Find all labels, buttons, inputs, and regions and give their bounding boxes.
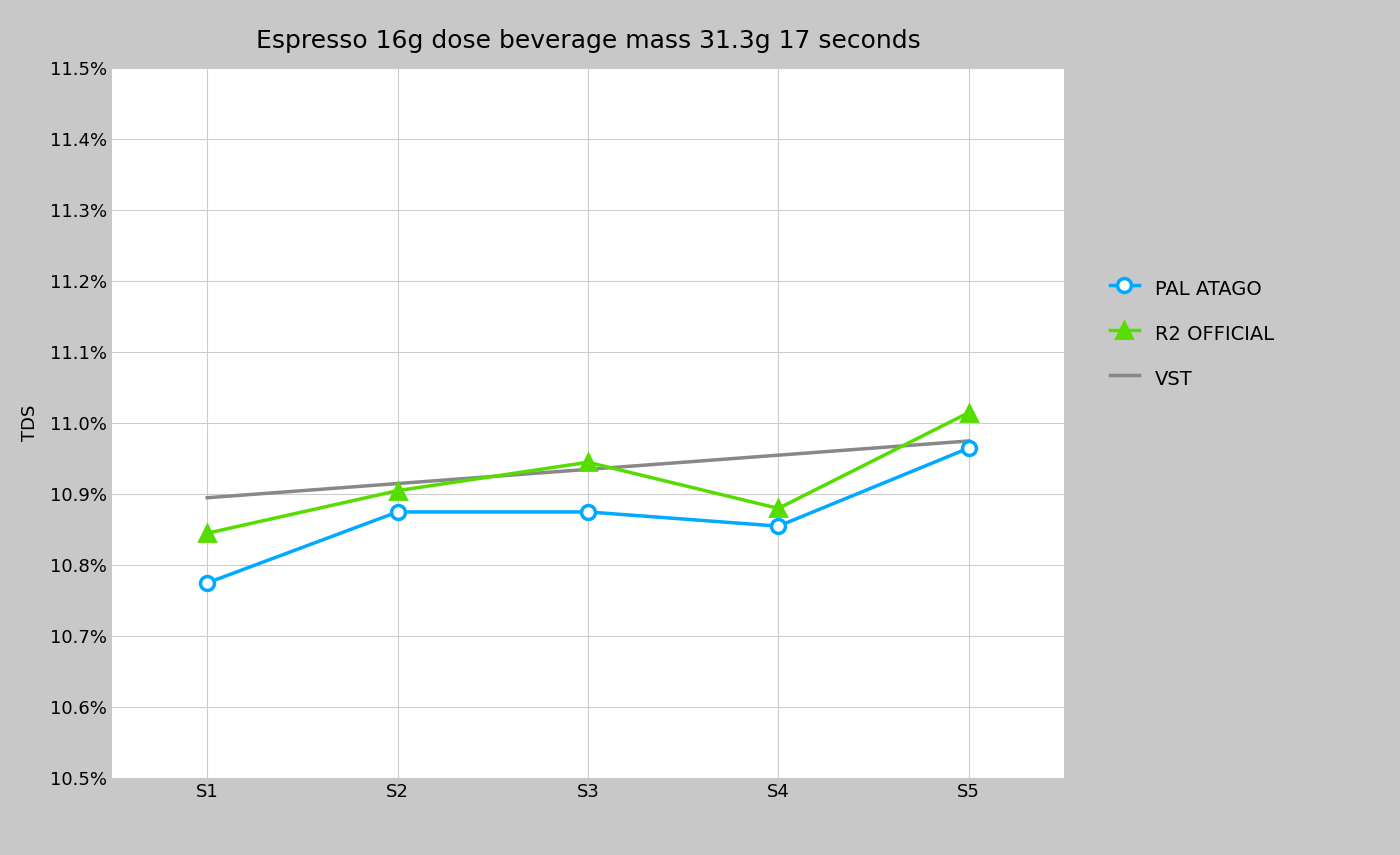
R2 OFFICIAL (199, 528, 216, 539)
Line: R2 OFFICIAL: R2 OFFICIAL (199, 404, 977, 541)
VST (389, 479, 406, 489)
R2 OFFICIAL (770, 504, 787, 514)
Legend: PAL ATAGO, R2 OFFICIAL, VST: PAL ATAGO, R2 OFFICIAL, VST (1102, 267, 1281, 400)
Line: VST: VST (207, 441, 969, 498)
Y-axis label: TDS: TDS (21, 405, 39, 441)
VST (580, 464, 596, 475)
PAL ATAGO (199, 578, 216, 588)
R2 OFFICIAL (389, 486, 406, 496)
R2 OFFICIAL (960, 408, 977, 418)
PAL ATAGO (389, 507, 406, 517)
R2 OFFICIAL (580, 457, 596, 468)
Title: Espresso 16g dose beverage mass 31.3g 17 seconds: Espresso 16g dose beverage mass 31.3g 17… (256, 28, 920, 52)
PAL ATAGO (580, 507, 596, 517)
Line: PAL ATAGO: PAL ATAGO (200, 441, 976, 590)
VST (960, 436, 977, 446)
PAL ATAGO (960, 443, 977, 453)
VST (770, 450, 787, 460)
VST (199, 492, 216, 503)
PAL ATAGO (770, 521, 787, 531)
